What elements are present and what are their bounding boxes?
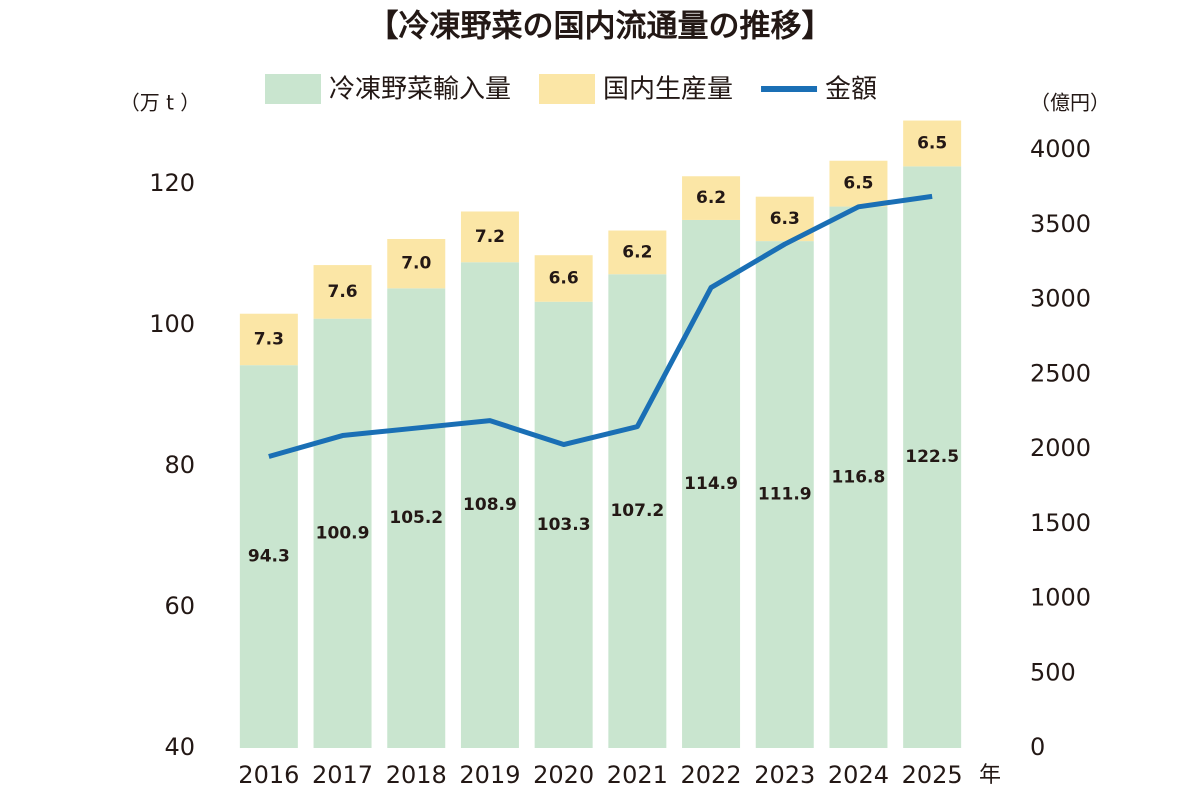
data-label: 7.3 [254,329,284,349]
x-tick-label: 2020 [533,761,594,789]
data-label: 111.9 [758,485,812,505]
data-label: 116.8 [832,467,886,487]
bar [534,301,593,748]
y-tick-label: 100 [149,310,195,338]
y2-axis-label: （億円） [1030,91,1110,115]
x-tick-label: 2017 [312,761,373,789]
x-tick-label: 2019 [459,761,520,789]
bar [460,262,519,748]
y2-tick-label: 2000 [1030,434,1091,462]
y2-tick-label: 2500 [1030,359,1091,387]
x-tick-label: 2016 [238,761,299,789]
bar [387,238,446,289]
data-label: 122.5 [905,447,959,467]
y-tick-label: 40 [164,733,195,761]
bar [239,313,298,366]
legend-item: 冷凍野菜輸入量 [265,74,511,105]
legend-label: 冷凍野菜輸入量 [329,75,511,105]
data-label: 94.3 [248,547,290,567]
legend-swatch [539,74,596,104]
bar [387,288,446,748]
bar [608,230,667,275]
data-label: 6.2 [622,242,652,262]
y-tick-label: 60 [164,592,195,620]
data-label: 7.0 [401,254,431,274]
data-label: 105.2 [389,508,443,528]
legend-label: 金額 [825,75,877,105]
bar [682,219,741,748]
x-tick-label: 2023 [754,761,815,789]
data-label: 6.5 [917,133,947,153]
bar [903,166,962,748]
data-label: 6.3 [770,209,800,229]
y2-tick-label: 3500 [1030,210,1091,238]
x-tick-label: 2022 [681,761,742,789]
legend-item: 国内生産量 [539,74,733,105]
data-label: 7.2 [475,227,505,247]
data-label: 107.2 [610,501,664,521]
y2-tick-label: 3000 [1030,285,1091,313]
y2-tick-label: 1500 [1030,509,1091,537]
bar [460,211,519,263]
data-label: 108.9 [463,495,517,515]
y2-tick-label: 4000 [1030,135,1091,163]
y2-tick-label: 1000 [1030,584,1091,612]
data-label: 6.2 [696,188,726,208]
data-label: 103.3 [537,515,591,535]
bar [608,274,667,748]
bar [903,120,962,167]
y2-tick-label: 0 [1030,733,1045,761]
legend-swatch [265,74,321,104]
bar [755,241,814,749]
x-axis-label: 年 [979,763,1001,788]
data-label: 7.6 [327,282,357,302]
legend-label: 国内生産量 [603,75,733,105]
legend-item: 金額 [761,75,877,105]
x-tick-label: 2024 [828,761,889,789]
chart-title: 【冷凍野菜の国内流通量の推移】 [368,9,833,45]
data-label: 6.5 [843,174,873,194]
bar [682,176,741,220]
y-axis-label: （万 t ） [120,91,201,115]
data-label: 100.9 [316,523,370,543]
line [268,193,933,459]
bar [313,265,372,319]
y-tick-label: 80 [164,451,195,479]
bar [829,206,888,748]
data-label: 114.9 [684,474,738,494]
bar [829,160,888,207]
bar [534,255,593,302]
y2-tick-label: 500 [1030,658,1076,686]
data-label: 6.6 [549,268,579,288]
x-tick-label: 2018 [386,761,447,789]
bar [239,365,298,748]
y-tick-label: 120 [149,169,195,197]
x-tick-label: 2025 [902,761,963,789]
x-tick-label: 2021 [607,761,668,789]
bar [313,318,372,748]
